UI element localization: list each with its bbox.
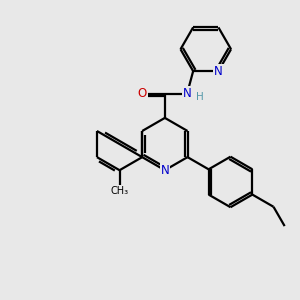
Text: CH₃: CH₃: [110, 186, 129, 196]
Text: N: N: [214, 64, 223, 78]
Text: O: O: [137, 87, 147, 100]
Text: N: N: [183, 87, 191, 100]
Text: H: H: [196, 92, 203, 101]
Text: N: N: [160, 164, 169, 177]
